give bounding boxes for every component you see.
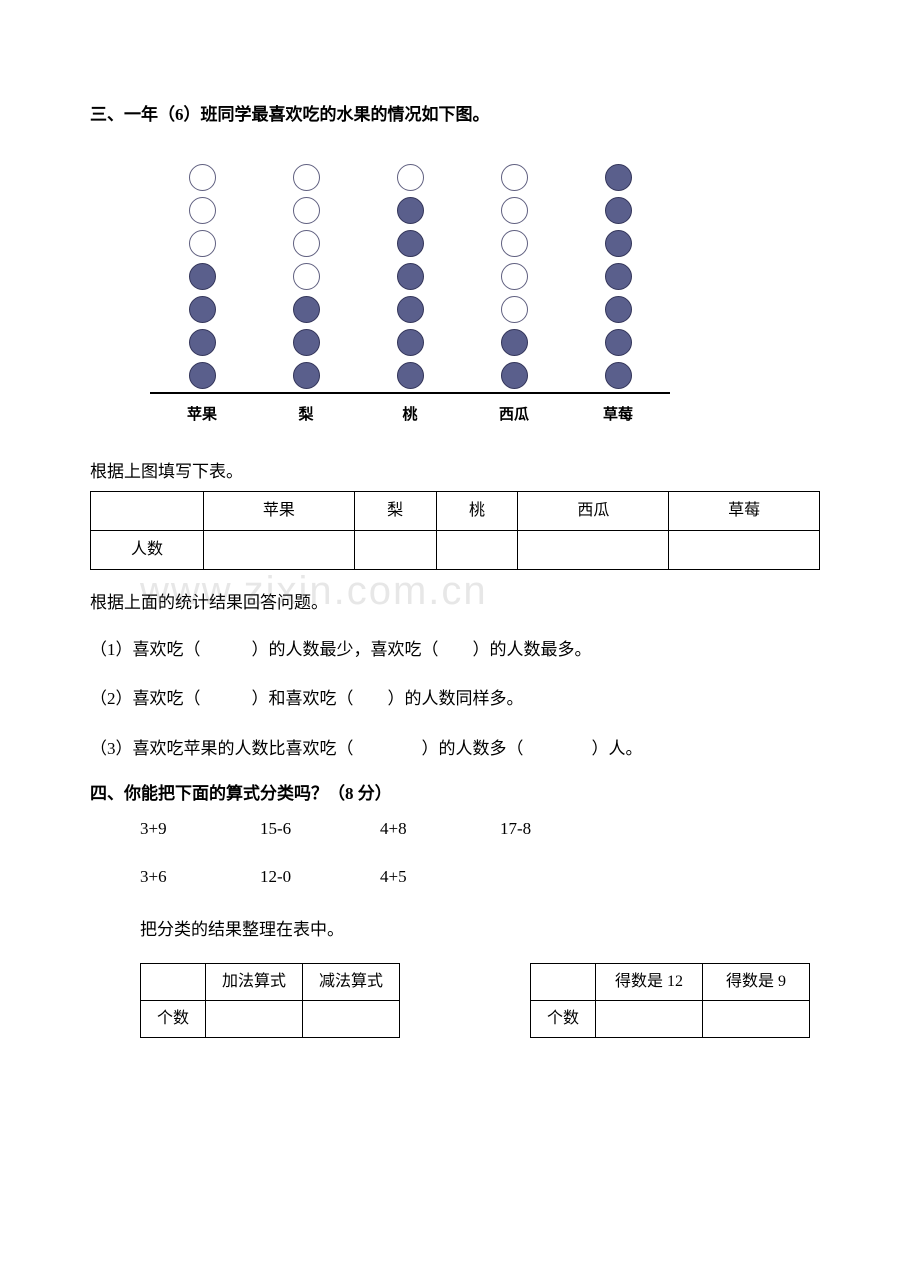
header-cell: 得数是 9: [703, 964, 810, 1001]
chart-column: [380, 161, 440, 392]
question-3: （3）喜欢吃苹果的人数比喜欢吃（ ）的人数多（ ）人。: [90, 730, 830, 767]
classify-table-a: 加法算式 减法算式 个数: [140, 963, 400, 1038]
table-header-cell: 西瓜: [518, 492, 669, 531]
chart-label: 桃: [380, 402, 440, 429]
circle-empty: [397, 164, 424, 191]
circle-empty: [293, 164, 320, 191]
question-2: （2）喜欢吃（ ）和喜欢吃（ ）的人数同样多。: [90, 680, 830, 717]
expr: 17-8: [500, 814, 620, 845]
header-cell: 减法算式: [303, 964, 400, 1001]
circle-filled: [605, 230, 632, 257]
circle-filled: [397, 230, 424, 257]
header-cell: 加法算式: [206, 964, 303, 1001]
table-header-cell: 苹果: [204, 492, 355, 531]
table-cell: [436, 531, 518, 570]
chart-baseline: [150, 392, 670, 394]
circle-empty: [501, 296, 528, 323]
table-header-cell: 桃: [436, 492, 518, 531]
circle-filled: [189, 362, 216, 389]
circle-filled: [397, 329, 424, 356]
table-cell: [518, 531, 669, 570]
organize-prompt: 把分类的结果整理在表中。: [140, 915, 830, 946]
circle-filled: [293, 329, 320, 356]
expr: 12-0: [260, 862, 380, 893]
chart-label: 西瓜: [484, 402, 544, 429]
expr: 15-6: [260, 814, 380, 845]
section3-title: 三、一年（6）班同学最喜欢吃的水果的情况如下图。: [90, 100, 830, 131]
circle-filled: [605, 296, 632, 323]
header-cell: 得数是 12: [596, 964, 703, 1001]
circle-filled: [189, 263, 216, 290]
circle-filled: [397, 197, 424, 224]
chart-label: 草莓: [588, 402, 648, 429]
expr: 4+5: [380, 862, 500, 893]
fill-table-prompt: 根据上图填写下表。: [90, 457, 830, 488]
circle-filled: [605, 362, 632, 389]
chart-column: [484, 161, 544, 392]
result-prompt: 根据上面的统计结果回答问题。: [90, 588, 830, 619]
circle-filled: [189, 329, 216, 356]
table-cell: [669, 531, 820, 570]
circle-filled: [605, 197, 632, 224]
circle-filled: [397, 296, 424, 323]
circle-filled: [293, 362, 320, 389]
circle-empty: [501, 263, 528, 290]
expr: 3+9: [140, 814, 260, 845]
row-label: 个数: [141, 1001, 206, 1038]
circle-empty: [189, 197, 216, 224]
circle-filled: [397, 263, 424, 290]
expr: 3+6: [140, 862, 260, 893]
table-cell: [204, 531, 355, 570]
circle-empty: [293, 230, 320, 257]
chart-column: [276, 161, 336, 392]
chart-column: [172, 161, 232, 392]
expr: [500, 862, 620, 893]
chart-column: [588, 161, 648, 392]
chart-label: 苹果: [172, 402, 232, 429]
circle-filled: [397, 362, 424, 389]
fruit-chart: 苹果 梨 桃 西瓜 草莓: [150, 161, 670, 437]
classify-table-b: 得数是 12 得数是 9 个数: [530, 963, 810, 1038]
circle-filled: [605, 263, 632, 290]
table-cell: [354, 531, 436, 570]
row-label: 个数: [531, 1001, 596, 1038]
circle-filled: [501, 362, 528, 389]
circle-empty: [189, 230, 216, 257]
circle-filled: [293, 296, 320, 323]
chart-label: 梨: [276, 402, 336, 429]
circle-filled: [189, 296, 216, 323]
circle-empty: [501, 197, 528, 224]
table-header-cell: 梨: [354, 492, 436, 531]
circle-empty: [293, 197, 320, 224]
expr: 4+8: [380, 814, 500, 845]
circle-filled: [501, 329, 528, 356]
table-header-cell: [91, 492, 204, 531]
fruit-table: 苹果梨桃西瓜草莓 人数: [90, 491, 820, 570]
arith-row-2: 3+6 12-0 4+5: [140, 862, 830, 893]
table-header-cell: 草莓: [669, 492, 820, 531]
question-1: （1）喜欢吃（ ）的人数最少，喜欢吃（ ）的人数最多。: [90, 631, 830, 668]
section4-title: 四、你能把下面的算式分类吗？（8 分）: [90, 779, 830, 810]
circle-empty: [293, 263, 320, 290]
circle-filled: [605, 164, 632, 191]
circle-filled: [605, 329, 632, 356]
arith-row-1: 3+9 15-6 4+8 17-8: [140, 814, 830, 845]
table-row-label: 人数: [91, 531, 204, 570]
circle-empty: [501, 164, 528, 191]
circle-empty: [189, 164, 216, 191]
circle-empty: [501, 230, 528, 257]
